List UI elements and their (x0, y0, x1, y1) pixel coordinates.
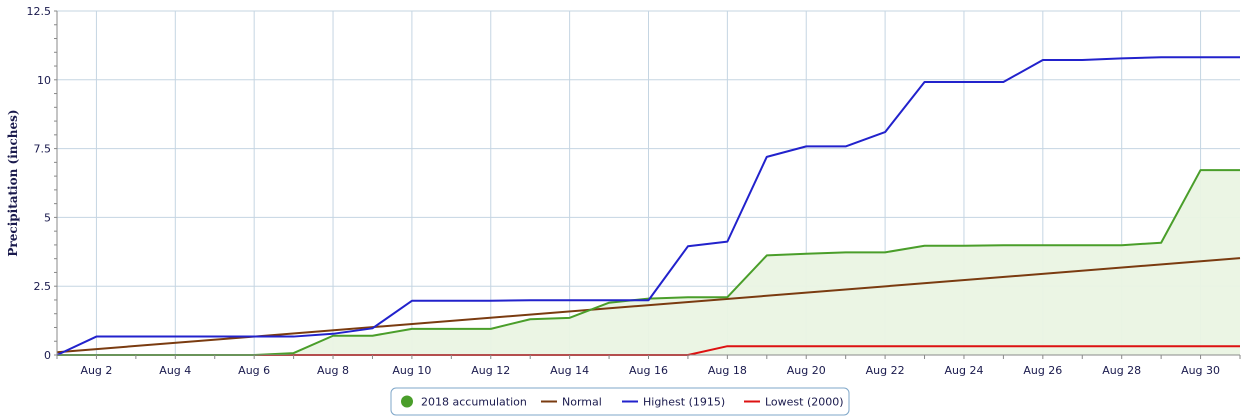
x-tick-label: Aug 22 (866, 364, 905, 377)
x-tick-label: Aug 12 (471, 364, 510, 377)
legend-item[interactable]: Highest (1915) (622, 396, 725, 409)
series-fills (57, 170, 1240, 355)
y-tick-label: 5 (44, 211, 51, 224)
x-tick-label: Aug 28 (1102, 364, 1141, 377)
legend-label: Highest (1915) (643, 396, 725, 409)
legend-item[interactable]: 2018 accumulation (401, 395, 527, 409)
y-tick-label: 0 (44, 349, 51, 362)
legend-item[interactable]: Lowest (2000) (744, 396, 844, 409)
axes (54, 10, 1241, 359)
x-tick-label: Aug 20 (787, 364, 826, 377)
x-tick-label: Aug 16 (629, 364, 668, 377)
y-tick-label: 10 (37, 74, 51, 87)
x-tick-label: Aug 18 (708, 364, 747, 377)
x-tick-label: Aug 10 (392, 364, 431, 377)
x-tick-label: Aug 4 (159, 364, 191, 377)
series-line-2[interactable] (56, 56, 1240, 356)
x-tick-label: Aug 8 (317, 364, 349, 377)
x-tick-label: Aug 14 (550, 364, 589, 377)
legend-label: Lowest (2000) (765, 396, 844, 409)
series-area-0 (57, 170, 1240, 355)
legend[interactable]: 2018 accumulation Normal Highest (1915) Low… (390, 387, 850, 416)
y-tick-label: 7.5 (34, 143, 52, 156)
y-tick-labels: 0 2.5 5 7.5 10 12.5 (27, 5, 52, 362)
legend-box (390, 387, 850, 416)
x-tick-labels: Aug 2 Aug 4 Aug 6 Aug 8 Aug 10 Aug 12 Aug 14 Au… (80, 364, 1220, 377)
legend-label: Normal (562, 396, 602, 409)
x-tick-label: Aug 6 (238, 364, 270, 377)
y-axis-title: Precipitation (inches) (6, 109, 20, 256)
y-tick-label: 2.5 (34, 280, 52, 293)
x-tick-label: Aug 24 (944, 364, 983, 377)
x-tick-label: Aug 2 (80, 364, 112, 377)
y-tick-label: 12.5 (27, 5, 52, 18)
x-tick-label: Aug 30 (1181, 364, 1220, 377)
x-tick-label: Aug 26 (1023, 364, 1062, 377)
legend-item[interactable]: Normal (541, 396, 602, 409)
legend-symbol (401, 395, 413, 408)
legend-label: 2018 accumulation (421, 396, 527, 409)
